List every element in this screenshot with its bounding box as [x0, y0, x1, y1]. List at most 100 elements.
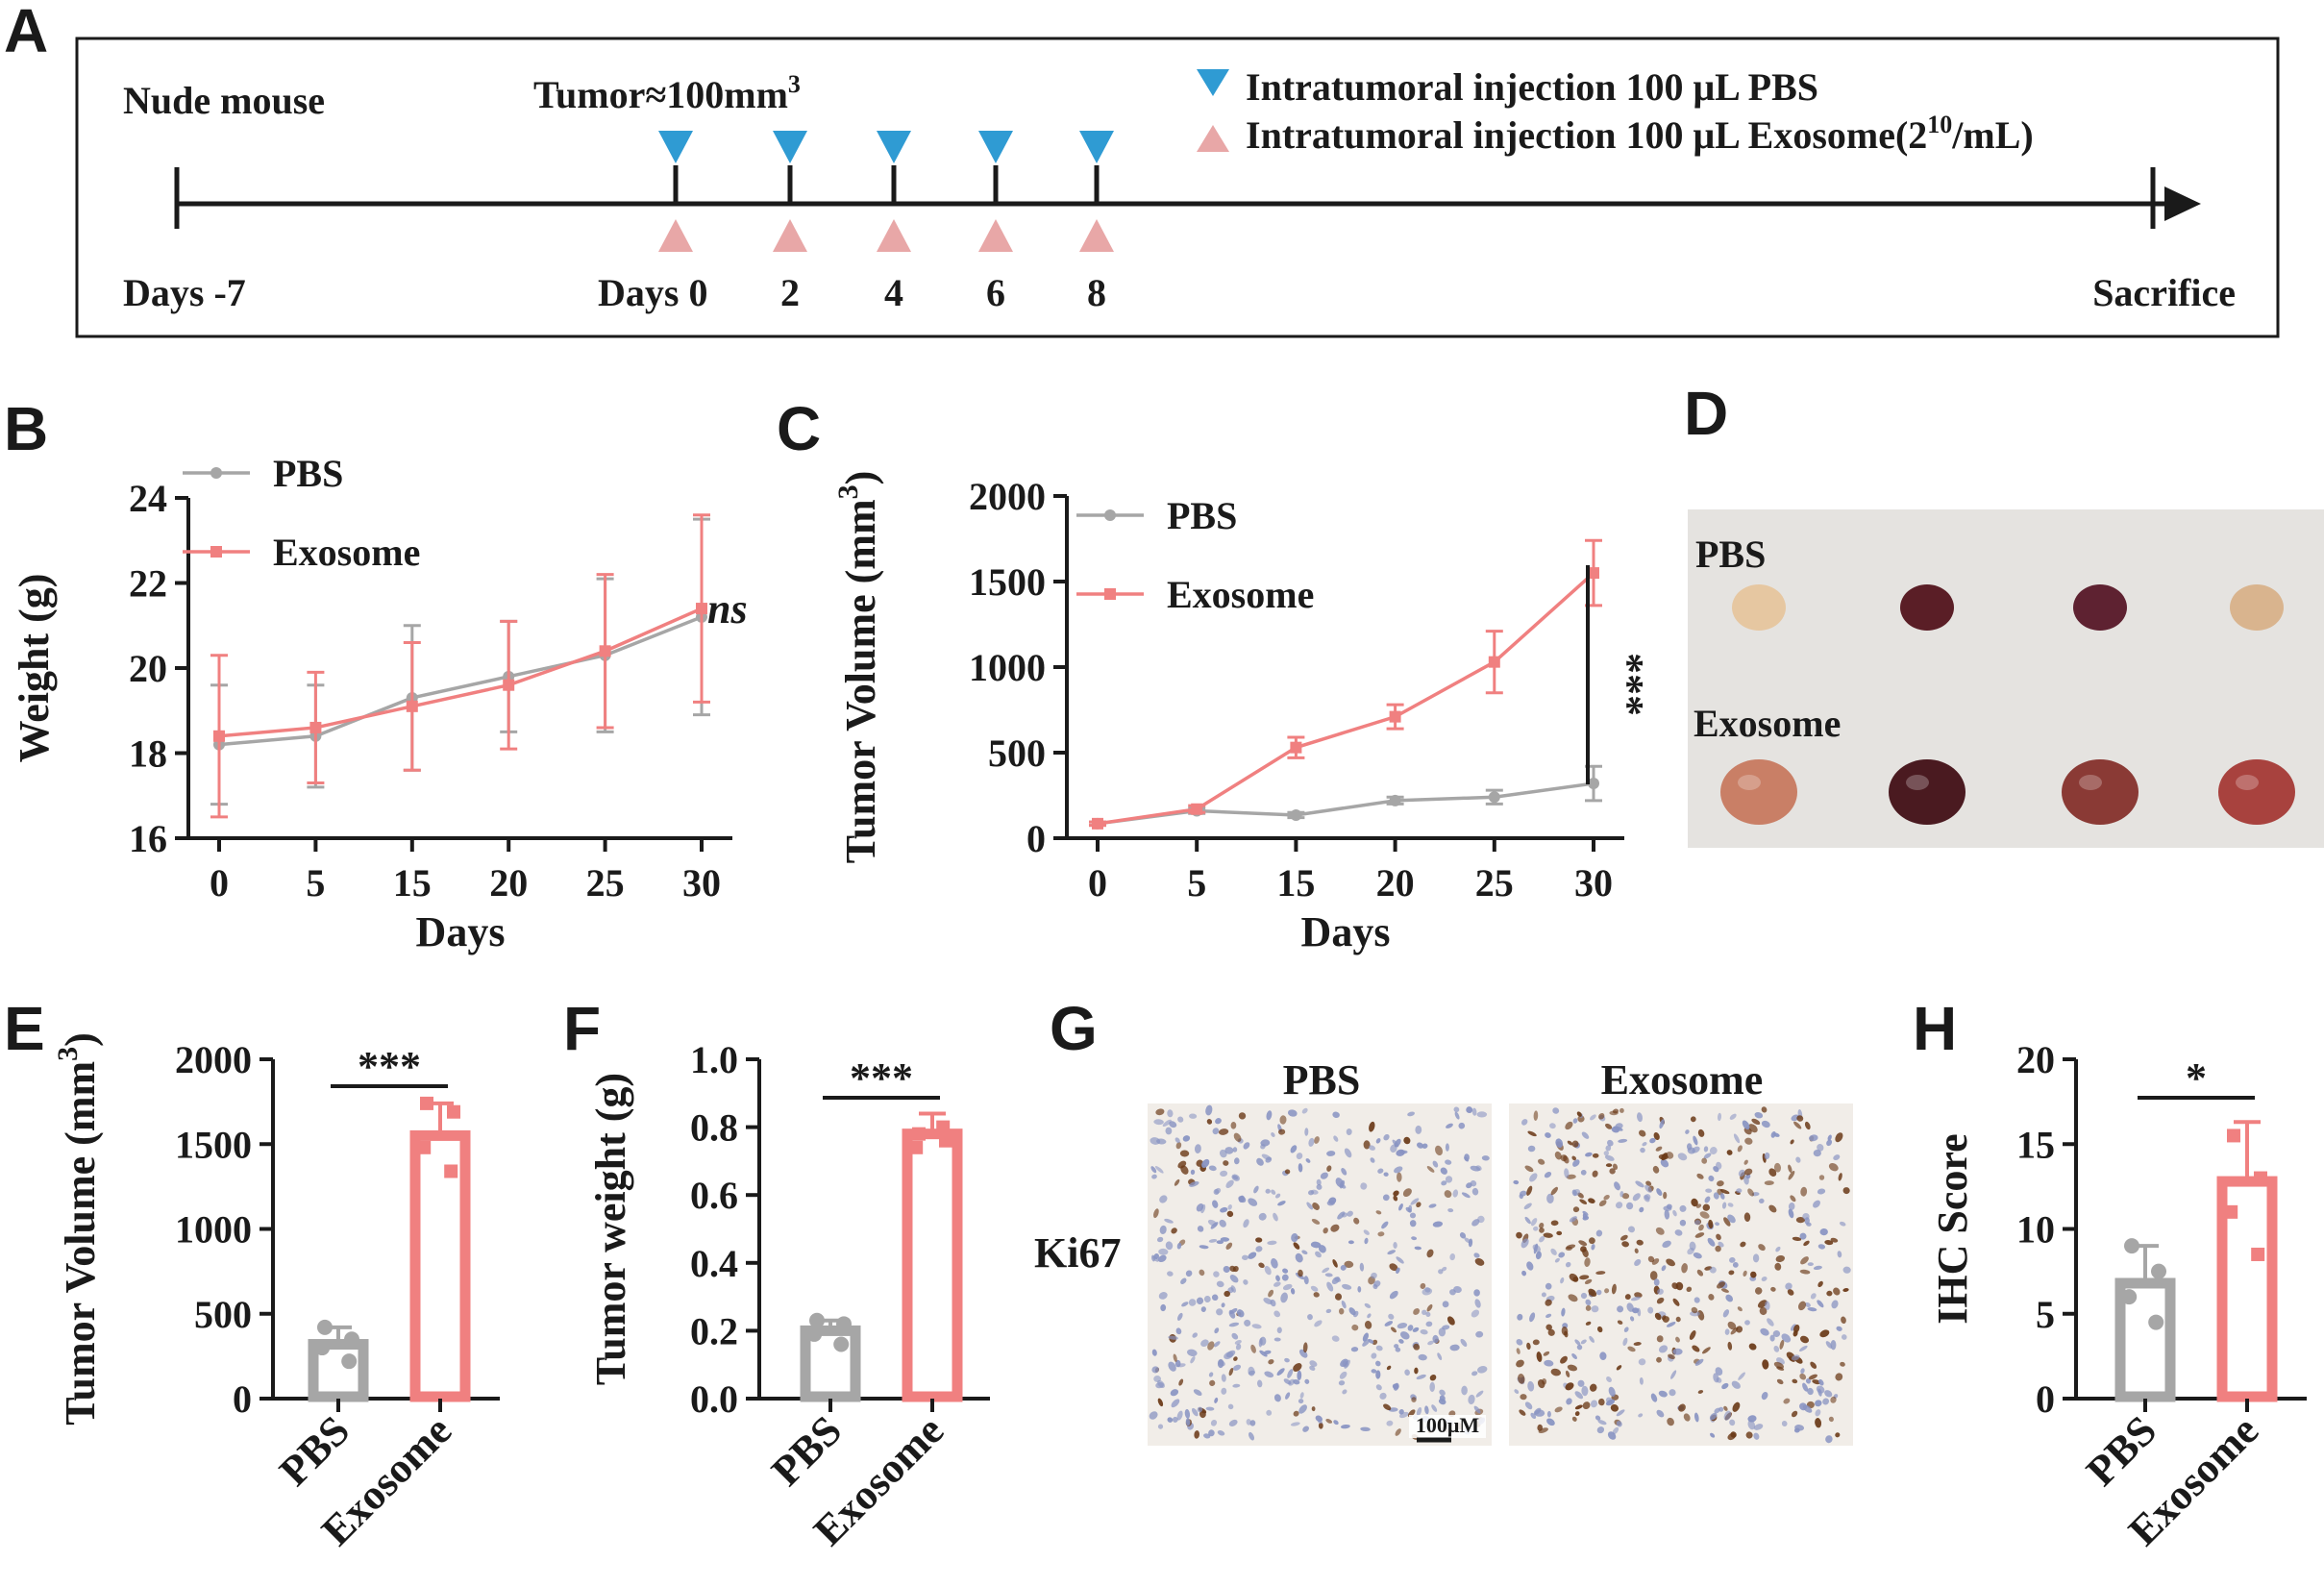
- nucleus-negative: [1718, 1241, 1724, 1248]
- nucleus-negative: [1194, 1144, 1201, 1153]
- nucleus-negative: [1517, 1313, 1523, 1321]
- nucleus-negative: [1219, 1219, 1226, 1227]
- nucleus-negative: [1441, 1180, 1447, 1186]
- point-exosome: [599, 645, 611, 657]
- nucleus-negative: [1516, 1338, 1523, 1346]
- nucleus-negative: [1214, 1327, 1220, 1334]
- nucleus-positive: [1224, 1290, 1230, 1298]
- nucleus-negative: [1679, 1219, 1687, 1227]
- nucleus-negative: [1381, 1221, 1389, 1229]
- nucleus-positive: [1830, 1396, 1837, 1403]
- nucleus-positive: [1588, 1288, 1597, 1297]
- nucleus-positive: [1351, 1324, 1359, 1331]
- nucleus-negative: [1564, 1168, 1570, 1178]
- nucleus-negative: [1449, 1253, 1456, 1261]
- y-tick-label: 2000: [969, 475, 1046, 518]
- nucleus-negative: [1404, 1369, 1410, 1376]
- nucleus-positive: [1576, 1111, 1582, 1117]
- nucleus-negative: [1229, 1307, 1238, 1315]
- nucleus-negative: [1475, 1330, 1484, 1338]
- x-tick-label: 30: [1574, 861, 1613, 905]
- nucleus-negative: [1729, 1419, 1736, 1426]
- nucleus-negative: [1220, 1170, 1228, 1178]
- nucleus-negative: [1420, 1329, 1428, 1335]
- nucleus-negative: [1215, 1118, 1222, 1125]
- nucleus-positive: [1595, 1271, 1606, 1276]
- nucleus-negative: [1615, 1202, 1623, 1209]
- nucleus-negative: [1580, 1292, 1588, 1300]
- nucleus-negative: [1452, 1189, 1459, 1198]
- nucleus-negative: [1785, 1282, 1792, 1290]
- nucleus-positive: [1199, 1269, 1205, 1277]
- nucleus-negative: [1416, 1406, 1422, 1417]
- nucleus-negative: [1316, 1178, 1322, 1186]
- nucleus-positive: [1694, 1232, 1705, 1238]
- y-axis-label: Tumor Volume (mm3): [832, 471, 884, 864]
- nucleus-negative: [1827, 1134, 1832, 1141]
- nucleus-positive: [1826, 1290, 1833, 1297]
- data-point-exosome: [936, 1120, 951, 1134]
- nucleus-negative: [1197, 1226, 1204, 1232]
- nucleus-positive: [1179, 1150, 1190, 1157]
- nucleus-negative: [1265, 1156, 1273, 1163]
- nucleus-positive: [1732, 1401, 1741, 1412]
- nucleus-positive: [1716, 1233, 1721, 1241]
- nucleus-negative: [1520, 1119, 1528, 1126]
- nucleus-positive: [1841, 1316, 1846, 1325]
- nucleus-negative: [1424, 1287, 1431, 1293]
- nucleus-negative: [1310, 1285, 1319, 1292]
- nucleus-positive: [1751, 1118, 1761, 1126]
- nucleus-negative: [1412, 1327, 1420, 1332]
- nucleus-negative: [1438, 1398, 1446, 1405]
- nucleus-positive: [1715, 1245, 1721, 1252]
- nucleus-negative: [1669, 1389, 1676, 1397]
- nucleus-negative: [1825, 1341, 1833, 1349]
- nucleus-negative: [1276, 1327, 1282, 1334]
- nucleus-negative: [1232, 1383, 1241, 1388]
- nucleus-positive: [1157, 1398, 1164, 1407]
- nucleus-negative: [1428, 1203, 1437, 1208]
- nucleus-positive: [1695, 1203, 1702, 1208]
- nucleus-negative: [1248, 1366, 1255, 1376]
- y-axis-label-sup: 3: [52, 1047, 84, 1061]
- nucleus-positive: [1624, 1294, 1631, 1301]
- nucleus-negative: [1298, 1163, 1303, 1173]
- nucleus-negative: [1604, 1154, 1615, 1161]
- nucleus-negative: [1409, 1212, 1417, 1219]
- nucleus-negative: [1694, 1220, 1701, 1226]
- nucleus-positive: [1560, 1355, 1568, 1364]
- point-exosome: [406, 700, 418, 712]
- nucleus-negative: [1167, 1271, 1174, 1277]
- nucleus-positive: [1653, 1131, 1660, 1141]
- nucleus-positive: [1338, 1307, 1345, 1315]
- nucleus-positive: [1800, 1186, 1808, 1197]
- nucleus-positive: [1598, 1113, 1605, 1120]
- timeline-day8: 8: [1087, 271, 1106, 314]
- nucleus-negative: [1664, 1209, 1670, 1220]
- nucleus-positive: [1740, 1241, 1746, 1248]
- nucleus-negative: [1164, 1218, 1174, 1224]
- nucleus-negative: [1162, 1119, 1172, 1128]
- y-tick-label: 1000: [969, 646, 1046, 689]
- nucleus-positive: [1567, 1140, 1573, 1146]
- legend-label-exosome: Exosome: [1167, 573, 1314, 616]
- y-axis-label: Tumor Volume (mm3): [52, 1032, 104, 1426]
- y-tick-label: 0.8: [690, 1106, 738, 1150]
- nucleus-negative: [1466, 1106, 1473, 1114]
- nucleus-negative: [1246, 1419, 1252, 1426]
- y-tick-label: 0: [2036, 1377, 2055, 1421]
- nucleus-negative: [1686, 1143, 1693, 1151]
- nucleus-positive: [1627, 1346, 1636, 1352]
- panel-b-weight-chart: 16 18 20 22 24 0 5 15 20 25 30 Days Weight (g) PBS Exo…: [11, 452, 748, 955]
- nucleus-negative: [1527, 1380, 1535, 1392]
- nucleus-negative: [1732, 1261, 1739, 1268]
- data-point-exosome: [2224, 1204, 2238, 1219]
- nucleus-negative: [1304, 1128, 1309, 1136]
- nucleus-negative: [1432, 1221, 1444, 1227]
- nucleus-negative: [1694, 1358, 1704, 1366]
- nucleus-negative: [1243, 1279, 1249, 1285]
- nucleus-negative: [1839, 1221, 1846, 1227]
- nucleus-negative: [1177, 1116, 1184, 1123]
- nucleus-negative: [1264, 1265, 1272, 1276]
- nucleus-negative: [1196, 1297, 1204, 1304]
